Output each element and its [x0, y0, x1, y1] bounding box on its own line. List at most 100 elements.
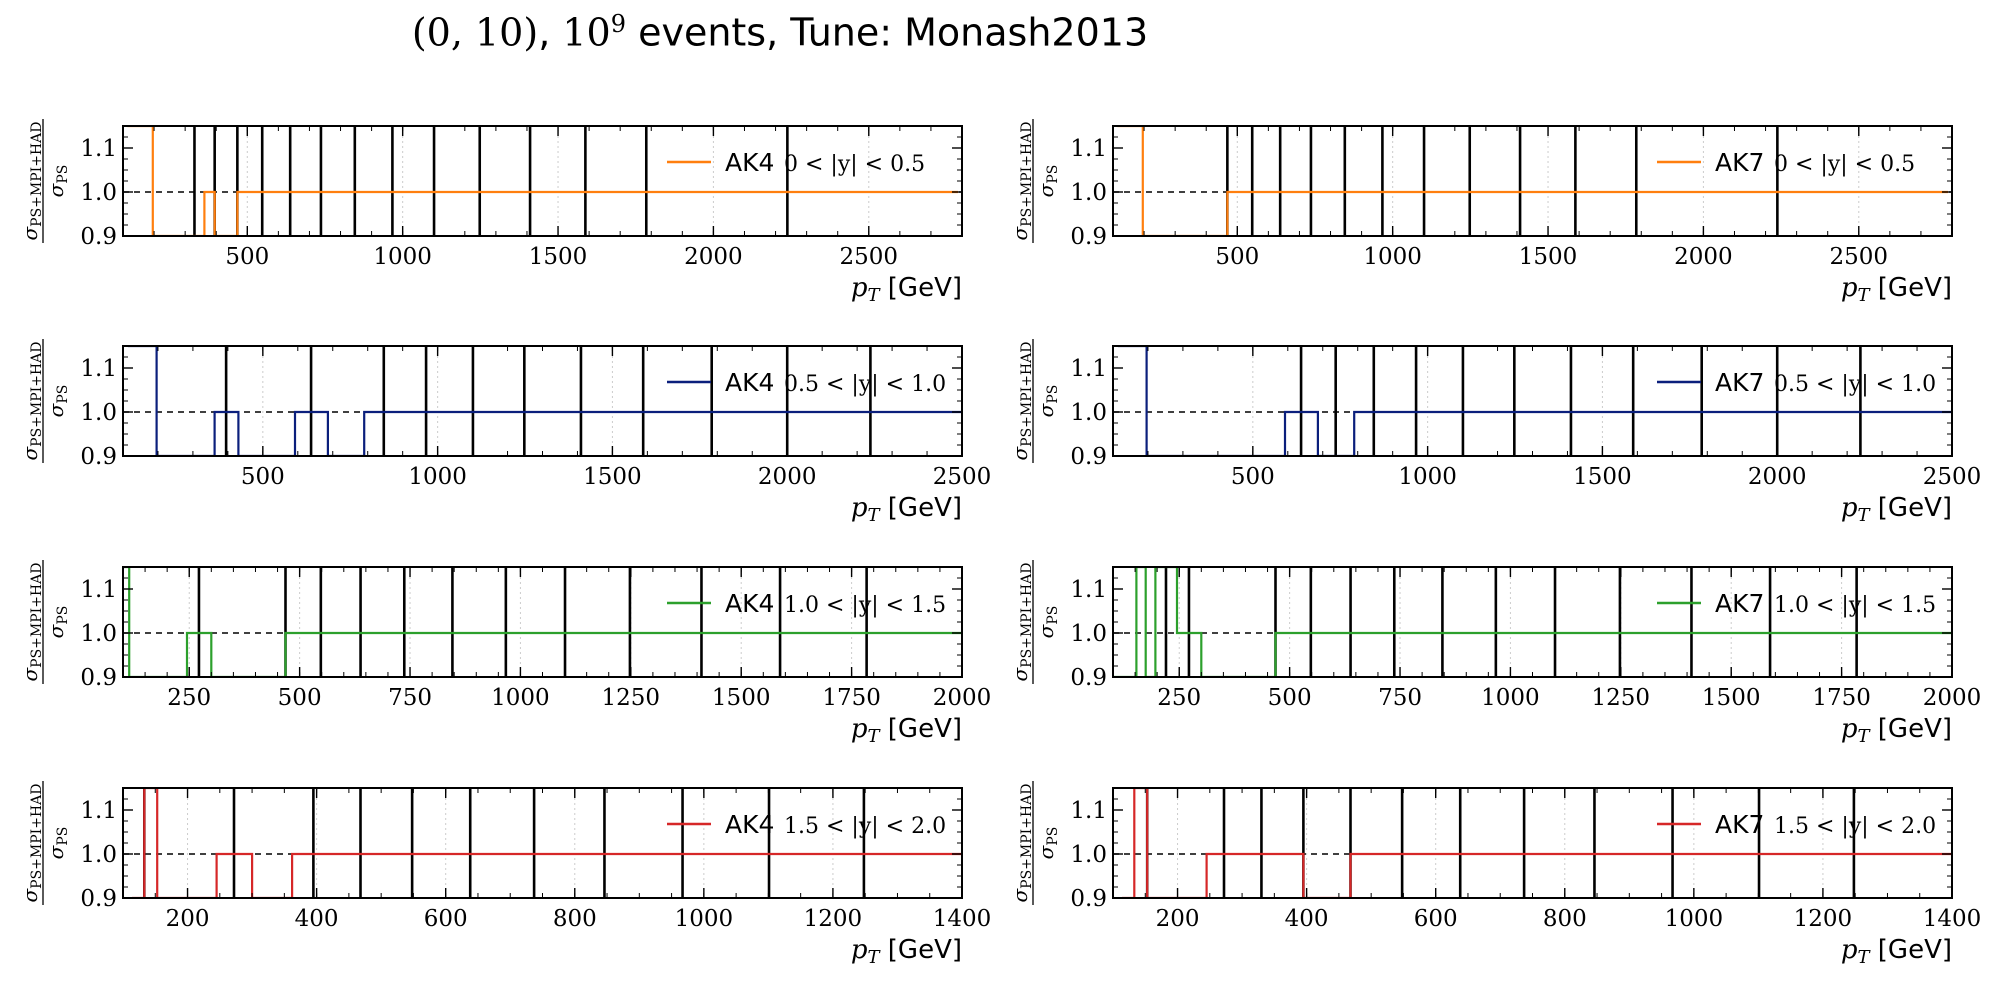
x-tick-label: 600: [424, 906, 468, 932]
x-tick-label: 1750: [1812, 685, 1871, 711]
series-step-line: [123, 567, 962, 677]
y-tick-label: 0.9: [80, 886, 117, 912]
legend: AK4 1.0 < |y| < 1.5: [667, 589, 946, 618]
legend-rapidity-label: 0 < |y| < 0.5: [1774, 152, 1915, 177]
x-tick-label: 750: [1378, 685, 1422, 711]
legend-rapidity-label: 1.0 < |y| < 1.5: [1774, 593, 1936, 618]
y-label-denominator: σPS: [44, 827, 71, 860]
legend-jet-label: AK4: [725, 589, 774, 618]
x-tick-label: 1000: [373, 244, 432, 270]
y-tick-label: 1.1: [80, 136, 117, 162]
subplot-ak7-0: 500 1000 1500 2000 2500 0.9 1.0 1.1 pT [GeV] σPS+…: [1008, 119, 1953, 306]
x-tick-label: 500: [241, 464, 285, 490]
x-tick-label: 2000: [758, 464, 817, 490]
legend-rapidity-label: 0 < |y| < 0.5: [784, 152, 925, 177]
title-separator: ,: [538, 10, 563, 55]
title-rest: events, Tune: Monash2013: [626, 10, 1149, 55]
subplot-ak4-2: 250 500 750 1000 1250 1500 1750 2000 0.9 1.0 1.1 pT…: [18, 560, 991, 747]
y-axis-label: σPS+MPI+HAD σPS: [18, 119, 71, 243]
series-step-line: [1117, 346, 1952, 456]
legend-jet-label: AK7: [1715, 148, 1764, 177]
y-label-numerator: σPS+MPI+HAD: [18, 784, 45, 903]
subplot-ak4-3: 200 400 600 800 1000 1200 1400 0.9 1.0 1.1 pT [GeV…: [18, 781, 991, 968]
y-tick-label: 1.0: [80, 400, 117, 426]
x-tick-label: 1500: [712, 685, 771, 711]
y-tick-label: 0.9: [80, 444, 117, 470]
x-tick-label: 2500: [840, 244, 899, 270]
y-tick-label: 1.0: [1070, 621, 1107, 647]
title-events-base: 10: [562, 10, 611, 55]
x-tick-label: 1250: [1592, 685, 1651, 711]
title-math: (0, 10): [411, 10, 539, 55]
series-step-line: [1113, 567, 1952, 677]
legend-rapidity-label: 0.5 < |y| < 1.0: [784, 372, 946, 397]
y-tick-label: 1.1: [80, 577, 117, 603]
legend: AK7 1.5 < |y| < 2.0: [1657, 810, 1936, 839]
y-label-denominator: σPS: [44, 385, 71, 418]
x-tick-label: 1250: [602, 685, 661, 711]
x-tick-label: 1000: [675, 906, 734, 932]
y-tick-label: 0.9: [1070, 224, 1107, 250]
legend-jet-label: AK4: [725, 368, 774, 397]
x-tick-label: 750: [388, 685, 432, 711]
x-axis-label: pT [GeV]: [1841, 273, 1952, 306]
x-tick-label: 2000: [1748, 464, 1807, 490]
y-tick-label: 1.1: [1070, 356, 1107, 382]
x-tick-label: 400: [295, 906, 339, 932]
y-label-numerator: σPS+MPI+HAD: [18, 342, 45, 461]
axes-frame: [1112, 125, 1953, 237]
legend-jet-label: AK7: [1715, 589, 1764, 618]
y-axis-label: σPS+MPI+HAD σPS: [18, 339, 71, 463]
subplot-ak7-1: 500 1000 1500 2000 2500 0.9 1.0 1.1 pT [GeV] σPS+…: [1008, 339, 1981, 526]
x-tick-label: 2500: [1830, 244, 1889, 270]
legend-rapidity-label: 0.5 < |y| < 1.0: [1774, 372, 1936, 397]
subplot-ak7-3: 200 400 600 800 1000 1200 1400 0.9 1.0 1.1 pT [GeV…: [1008, 781, 1981, 968]
y-tick-label: 1.1: [80, 798, 117, 824]
legend-jet-label: AK7: [1715, 810, 1764, 839]
x-tick-label: 1200: [804, 906, 863, 932]
axes-frame: [1112, 345, 1953, 457]
legend-rapidity-label: 1.5 < |y| < 2.0: [784, 814, 946, 839]
y-label-numerator: σPS+MPI+HAD: [1008, 122, 1035, 241]
subplot-ak4-0: 500 1000 1500 2000 2500 0.9 1.0 1.1 pT [GeV] σPS+…: [18, 119, 963, 306]
legend-jet-label: AK4: [725, 810, 774, 839]
y-label-numerator: σPS+MPI+HAD: [1008, 563, 1035, 682]
x-tick-label: 1200: [1794, 906, 1853, 932]
x-tick-label: 1400: [933, 906, 992, 932]
y-tick-label: 1.0: [80, 842, 117, 868]
legend: AK7 1.0 < |y| < 1.5: [1657, 589, 1936, 618]
plot-area: [1113, 126, 1952, 236]
y-tick-label: 0.9: [80, 665, 117, 691]
x-tick-label: 500: [278, 685, 322, 711]
y-axis-label: σPS+MPI+HAD σPS: [18, 560, 71, 684]
x-tick-label: 2000: [1923, 685, 1982, 711]
x-tick-label: 2500: [933, 464, 992, 490]
x-tick-label: 1500: [1573, 464, 1632, 490]
plot-area: [1113, 567, 1952, 677]
axes-frame: [1112, 566, 1953, 678]
subplot-ak4-1: 500 1000 1500 2000 2500 0.9 1.0 1.1 pT [GeV] σPS+…: [18, 339, 991, 526]
y-axis-label: σPS+MPI+HAD σPS: [1008, 339, 1061, 463]
y-tick-label: 1.1: [1070, 136, 1107, 162]
y-tick-label: 1.0: [1070, 842, 1107, 868]
x-tick-label: 2000: [684, 244, 743, 270]
legend: AK7 0 < |y| < 0.5: [1657, 148, 1915, 177]
y-label-denominator: σPS: [1034, 606, 1061, 639]
plot-area: [1113, 346, 1952, 456]
x-tick-label: 1500: [1519, 244, 1578, 270]
y-tick-label: 0.9: [1070, 665, 1107, 691]
legend-rapidity-label: 1.0 < |y| < 1.5: [784, 593, 946, 618]
axes-frame: [122, 125, 963, 237]
y-tick-label: 1.0: [1070, 180, 1107, 206]
x-tick-label: 1000: [491, 685, 550, 711]
x-tick-label: 250: [1157, 685, 1201, 711]
y-label-denominator: σPS: [1034, 385, 1061, 418]
series-step-line: [1122, 788, 1952, 898]
legend: AK4 1.5 < |y| < 2.0: [667, 810, 946, 839]
y-axis-label: σPS+MPI+HAD σPS: [1008, 781, 1061, 905]
x-tick-label: 1500: [1702, 685, 1761, 711]
axes-frame: [122, 787, 963, 899]
x-axis-label: pT [GeV]: [851, 273, 962, 306]
y-tick-label: 1.0: [80, 180, 117, 206]
series-step-line: [132, 788, 962, 898]
